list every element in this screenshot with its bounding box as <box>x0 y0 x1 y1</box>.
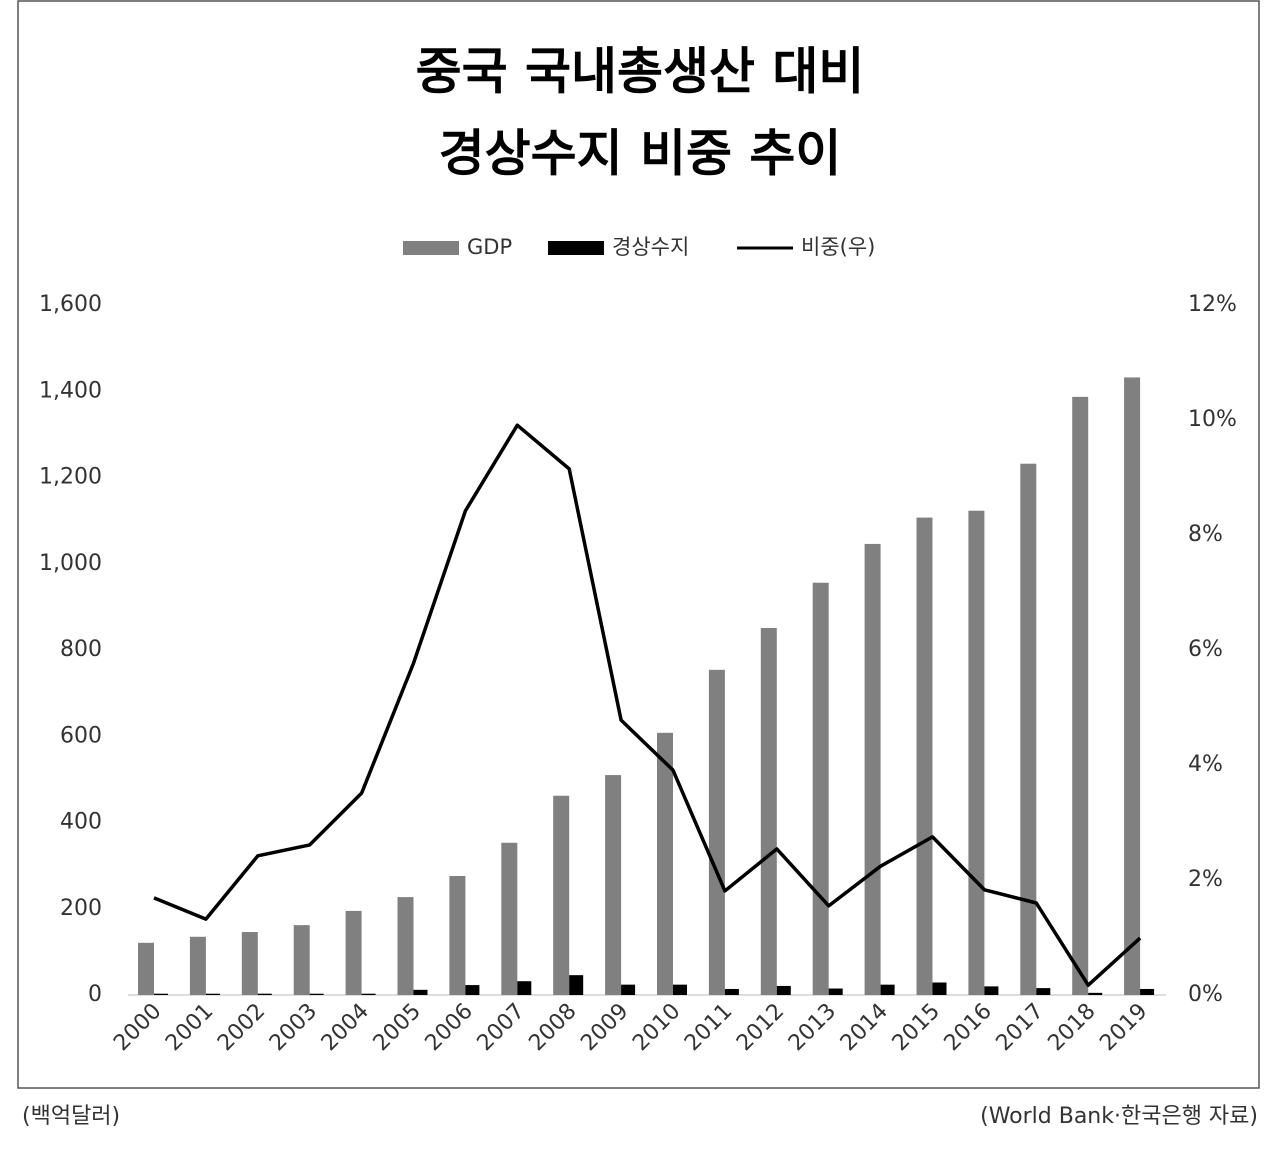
bar <box>1072 396 1089 995</box>
bar <box>413 989 428 995</box>
x-tick-label: 2017 <box>992 999 1049 1056</box>
y-tick-label: 1,600 <box>39 292 102 317</box>
frame <box>17 0 1260 1089</box>
bar <box>154 993 168 995</box>
x-tick-label: 2019 <box>1095 999 1152 1056</box>
y2-tick-label: 2% <box>1188 867 1223 892</box>
bar <box>984 986 999 995</box>
bar <box>724 988 739 995</box>
x-tick-label: 2006 <box>421 999 478 1056</box>
y-tick-label: 800 <box>60 637 102 662</box>
x-tick-label: 2009 <box>576 999 633 1056</box>
bar <box>605 775 622 995</box>
x-tick-label: 2012 <box>732 999 789 1056</box>
bar <box>309 993 324 995</box>
bar <box>932 982 947 995</box>
x-tick-label: 2005 <box>369 999 426 1056</box>
y-tick-label: 1,400 <box>39 378 102 403</box>
bar <box>916 517 933 995</box>
bar <box>880 984 895 995</box>
bar <box>465 985 480 995</box>
x-tick-label: 2011 <box>680 999 737 1056</box>
y-tick-label: 0 <box>88 982 102 1007</box>
bar <box>569 975 584 995</box>
bar <box>776 985 791 995</box>
chart-title: 중국 국내총생산 대비 <box>416 43 865 101</box>
bar <box>138 942 154 995</box>
x-tick-label: 2000 <box>109 999 166 1056</box>
bar <box>864 543 881 995</box>
chart-title: 경상수지 비중 추이 <box>439 125 842 183</box>
x-tick-label: 2003 <box>265 999 322 1056</box>
x-tick-label: 2016 <box>940 999 997 1056</box>
bar <box>501 842 518 995</box>
line <box>153 423 1142 987</box>
y-tick-label: 600 <box>60 723 102 748</box>
y-tick-label: 1,000 <box>39 551 102 576</box>
unit-note: (백억달러) <box>22 1104 120 1129</box>
y2-tick-label: 12% <box>1188 292 1237 317</box>
bar <box>760 628 777 995</box>
legend-label: 비중(우) <box>801 235 875 259</box>
legend-swatch <box>548 241 604 255</box>
bar <box>553 795 570 995</box>
bar <box>1088 992 1103 995</box>
y2-tick-label: 4% <box>1188 752 1223 777</box>
bar <box>241 932 258 995</box>
legend-label: 경상수지 <box>612 235 689 259</box>
x-tick-label: 2018 <box>1043 999 1100 1056</box>
y-tick-label: 400 <box>60 810 102 835</box>
bar <box>812 582 829 995</box>
bar <box>345 910 362 995</box>
y2-tick-label: 6% <box>1188 637 1223 662</box>
bar <box>257 993 272 995</box>
bar <box>1124 377 1141 995</box>
bar <box>708 669 725 995</box>
x-tick-label: 2007 <box>473 999 530 1056</box>
y-tick-label: 1,200 <box>39 465 102 490</box>
legend-label: GDP <box>467 235 512 259</box>
bar <box>517 981 532 995</box>
bar <box>189 936 206 995</box>
x-tick-label: 2013 <box>784 999 841 1056</box>
x-tick-label: 2004 <box>317 999 374 1056</box>
bar <box>449 875 466 995</box>
y-tick-label: 200 <box>60 896 102 921</box>
bar <box>828 988 843 995</box>
y2-tick-label: 0% <box>1188 982 1223 1007</box>
y2-tick-label: 8% <box>1188 522 1223 547</box>
bar <box>361 993 376 995</box>
bar <box>397 897 414 995</box>
legend-swatch <box>403 241 459 255</box>
bar <box>657 732 673 995</box>
bar <box>1020 463 1037 995</box>
bar <box>293 925 310 995</box>
bar <box>621 984 636 995</box>
x-tick-label: 2001 <box>161 999 218 1056</box>
x-tick-label: 2002 <box>213 999 270 1056</box>
bar <box>205 993 220 995</box>
x-tick-label: 2015 <box>888 999 945 1056</box>
source-note: (World Bank·한국은행 자료) <box>980 1104 1258 1129</box>
bar <box>1140 988 1155 995</box>
bar <box>1036 988 1051 995</box>
x-tick-label: 2008 <box>524 999 581 1056</box>
x-tick-label: 2014 <box>836 999 893 1056</box>
x-tick-label: 2010 <box>628 999 685 1056</box>
y2-tick-label: 10% <box>1188 407 1237 432</box>
bar <box>673 984 687 995</box>
bar <box>968 510 985 995</box>
